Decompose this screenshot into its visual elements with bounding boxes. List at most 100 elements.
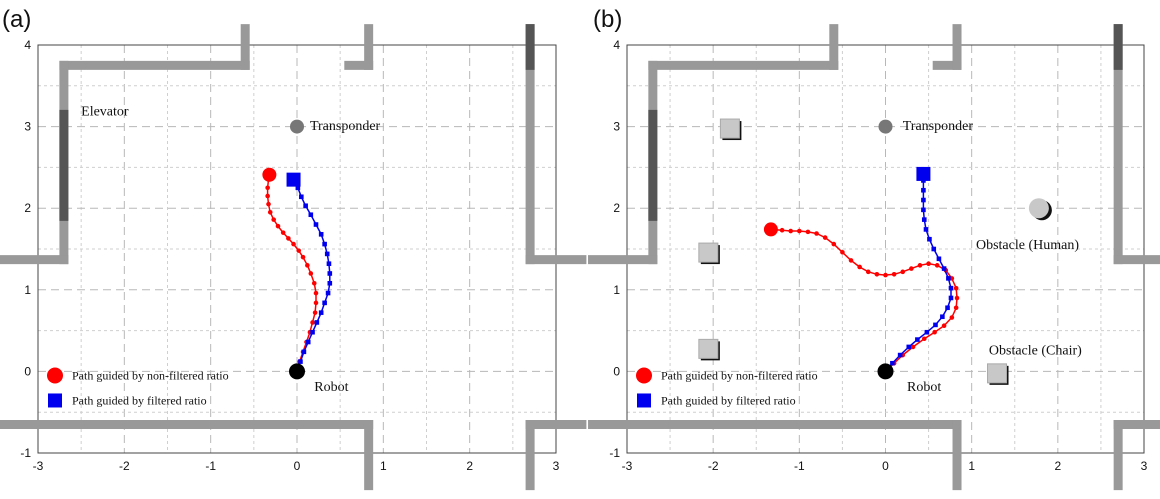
data-point <box>311 280 317 286</box>
series-non-filtered <box>763 222 960 372</box>
data-point <box>313 290 319 296</box>
data-point <box>917 263 923 268</box>
obstacles <box>698 118 1052 385</box>
data-point <box>779 227 785 233</box>
data-point <box>909 266 914 271</box>
data-point <box>788 228 794 234</box>
y-tick-label: -1 <box>20 446 31 460</box>
data-point <box>305 339 311 345</box>
data-point <box>303 203 308 209</box>
data-point <box>313 300 319 306</box>
series-filtered <box>884 166 954 372</box>
plot-frame <box>626 44 1145 454</box>
data-point <box>953 305 959 311</box>
y-tick-label: 0 <box>613 364 620 378</box>
obstacle-chair <box>719 118 740 139</box>
data-point <box>921 217 927 222</box>
legend-swatch-circle <box>47 367 63 384</box>
data-point <box>265 185 270 191</box>
data-point <box>265 193 270 199</box>
annotation-label: Transponder <box>310 119 381 134</box>
data-point <box>280 230 286 235</box>
y-tick-label: 4 <box>613 38 620 52</box>
legend-label: Path guided by filtered ratio <box>661 393 796 407</box>
data-point <box>324 251 330 257</box>
obstacle-chair <box>698 242 719 263</box>
x-tick-label: 3 <box>553 459 560 473</box>
data-point <box>299 194 304 200</box>
data-point <box>940 314 945 320</box>
data-point <box>949 315 955 320</box>
data-point <box>890 360 895 366</box>
data-point <box>312 310 318 315</box>
y-tick-label: -1 <box>609 446 620 460</box>
x-tick-label: 2 <box>1054 459 1061 473</box>
x-tick-label: 0 <box>294 459 301 473</box>
x-tick-label: -3 <box>33 459 44 473</box>
annotation-label: Obstacle (Human) <box>976 238 1079 253</box>
data-point <box>305 263 310 268</box>
data-point <box>326 261 332 266</box>
legend-label: Path guided by non-filtered ratio <box>72 368 229 382</box>
data-point <box>310 320 315 325</box>
obstacle-human <box>1028 198 1049 219</box>
panel-a: (a) -3 -2 -1 0 1 2 3 -1 0 1 2 3 4 Elevator Transponder R… <box>0 6 587 491</box>
data-point <box>322 241 327 247</box>
legend-swatch-square <box>48 393 62 408</box>
series-non-filtered <box>262 167 319 372</box>
obstacle-chair <box>698 338 719 359</box>
x-tick-label: 1 <box>968 459 975 473</box>
x-tick-label: 0 <box>882 459 889 473</box>
legend-swatch-circle <box>636 367 652 384</box>
data-point <box>296 248 302 253</box>
x-tick-label: -1 <box>794 459 805 473</box>
data-point <box>322 300 327 306</box>
data-point <box>941 323 947 329</box>
path-end-point <box>262 167 277 182</box>
transponder-marker <box>878 119 893 134</box>
data-point <box>941 266 947 271</box>
data-point <box>932 329 937 335</box>
data-point <box>848 258 854 263</box>
data-point <box>805 229 811 235</box>
series-filtered <box>286 172 333 372</box>
annotation-label: Obstacle (Chair) <box>989 343 1082 358</box>
legend: Path guided by non-filtered ratio Path gu… <box>636 367 818 408</box>
data-point <box>308 212 314 218</box>
data-point <box>318 310 324 315</box>
data-point <box>327 271 333 276</box>
panel-label: (a) <box>2 6 31 33</box>
data-point <box>797 228 802 234</box>
data-point <box>301 349 307 355</box>
plot-frame <box>37 44 557 454</box>
y-tick-label: 3 <box>24 120 31 134</box>
data-point <box>921 207 926 213</box>
x-tick-label: 1 <box>380 459 387 473</box>
obstacle-chair <box>987 363 1008 384</box>
path-end-point <box>916 166 931 181</box>
data-point <box>945 305 950 311</box>
series-line <box>770 228 958 372</box>
data-point <box>924 329 930 335</box>
transponder-marker <box>290 119 304 134</box>
data-point <box>310 329 315 335</box>
data-point <box>883 272 888 278</box>
data-point <box>900 269 906 275</box>
data-point <box>298 359 303 364</box>
x-tick-label: -2 <box>708 459 719 473</box>
data-point <box>923 227 929 232</box>
data-point <box>314 320 320 325</box>
data-point <box>318 232 324 237</box>
data-point <box>327 280 333 286</box>
panel-b: (b) -3 -2 -1 0 1 2 3 -1 0 1 2 3 4 Transponder Robot Obst… <box>588 6 1160 491</box>
robot-marker <box>289 363 305 380</box>
data-point <box>906 344 912 350</box>
legend-swatch-square <box>637 393 651 408</box>
data-point <box>934 263 940 268</box>
data-point <box>933 322 938 328</box>
data-point <box>291 241 296 247</box>
data-point <box>946 276 951 281</box>
data-point <box>831 241 837 247</box>
y-tick-label: 0 <box>24 364 31 378</box>
data-point <box>266 201 271 207</box>
